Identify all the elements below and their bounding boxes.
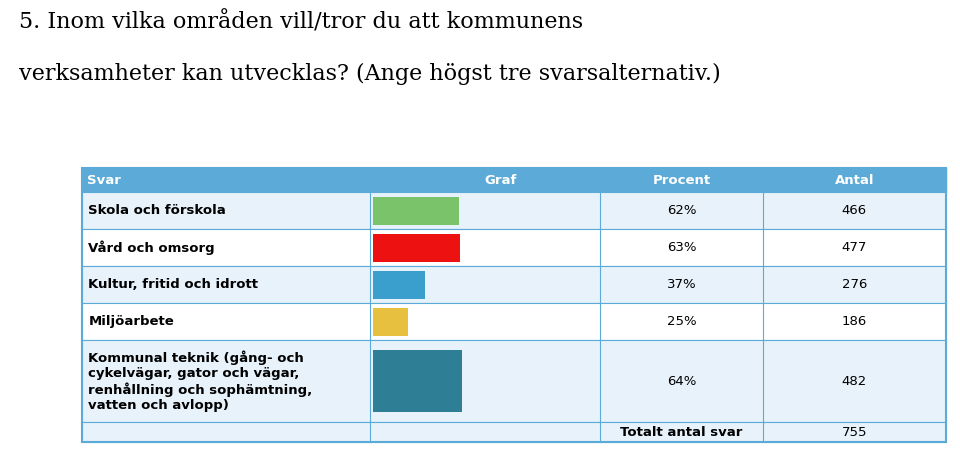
Text: Skola och förskola: Skola och förskola: [88, 204, 226, 217]
Text: 37%: 37%: [667, 278, 696, 291]
Text: Antal: Antal: [834, 174, 875, 187]
Text: Miljöarbete: Miljöarbete: [88, 316, 174, 329]
Text: 63%: 63%: [667, 242, 696, 255]
Text: 466: 466: [842, 204, 867, 217]
Text: 25%: 25%: [667, 316, 696, 329]
Text: verksamheter kan utvecklas? (Ange högst tre svarsalternativ.): verksamheter kan utvecklas? (Ange högst …: [19, 63, 721, 85]
Text: 5. Inom vilka områden vill/tror du att kommunens: 5. Inom vilka områden vill/tror du att k…: [19, 11, 584, 34]
Text: 62%: 62%: [667, 204, 696, 217]
Text: Procent: Procent: [653, 174, 710, 187]
Text: Svar: Svar: [87, 174, 121, 187]
Text: Totalt antal svar: Totalt antal svar: [620, 426, 743, 439]
Text: 755: 755: [842, 426, 867, 439]
Text: 482: 482: [842, 375, 867, 387]
Text: Graf: Graf: [485, 174, 517, 187]
Text: 276: 276: [842, 278, 867, 291]
Text: 477: 477: [842, 242, 867, 255]
Text: 64%: 64%: [667, 375, 696, 387]
Text: Kommunal teknik (gång- och
cykelvägar, gator och vägar,
renhållning och sophämtn: Kommunal teknik (gång- och cykelvägar, g…: [88, 351, 313, 412]
Text: Kultur, fritid och idrott: Kultur, fritid och idrott: [88, 278, 258, 291]
Text: Vård och omsorg: Vård och omsorg: [88, 241, 215, 255]
Text: 186: 186: [842, 316, 867, 329]
